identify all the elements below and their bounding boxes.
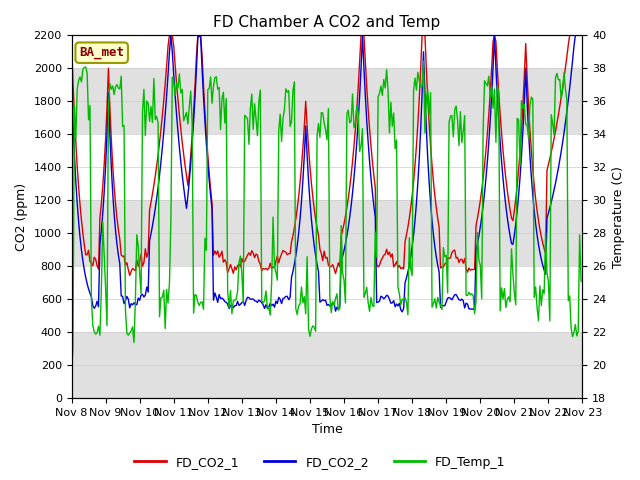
FD_Temp_1 [68, 371, 76, 376]
FD_Temp_1 [291, 79, 298, 85]
FD_CO2_2 [552, 180, 559, 186]
Line: FD_Temp_1: FD_Temp_1 [72, 61, 581, 373]
Title: FD Chamber A CO2 and Temp: FD Chamber A CO2 and Temp [213, 15, 440, 30]
FD_Temp_1 [220, 89, 227, 95]
FD_Temp_1 [245, 142, 253, 147]
FD_CO2_1 [222, 260, 230, 265]
Line: FD_CO2_2: FD_CO2_2 [72, 36, 581, 312]
FD_CO2_2 [130, 300, 138, 306]
FD_CO2_1 [239, 259, 247, 265]
FD_CO2_2 [577, 33, 585, 38]
FD_Temp_1 [550, 132, 558, 138]
FD_CO2_1 [132, 268, 140, 274]
X-axis label: Time: Time [312, 423, 342, 436]
FD_CO2_1 [552, 128, 559, 134]
Legend: FD_CO2_1, FD_CO2_2, FD_Temp_1: FD_CO2_1, FD_CO2_2, FD_Temp_1 [129, 451, 511, 474]
Bar [72, 332, 582, 398]
Text: BA_met: BA_met [79, 46, 124, 59]
FD_CO2_2 [167, 33, 175, 38]
FD_CO2_1 [577, 33, 585, 38]
FD_Temp_1 [577, 278, 585, 284]
FD_CO2_1 [126, 273, 134, 278]
FD_CO2_2 [221, 299, 228, 304]
FD_CO2_2 [68, 82, 76, 88]
Bar [72, 200, 582, 266]
Y-axis label: Temperature (C): Temperature (C) [612, 166, 625, 267]
Bar [72, 68, 582, 134]
Y-axis label: CO2 (ppm): CO2 (ppm) [15, 182, 28, 251]
FD_CO2_1 [68, 41, 76, 47]
FD_CO2_1 [166, 33, 173, 38]
Line: FD_CO2_1: FD_CO2_1 [72, 36, 581, 276]
FD_CO2_2 [246, 297, 254, 302]
FD_Temp_1 [130, 340, 138, 346]
FD_CO2_1 [293, 206, 301, 212]
FD_CO2_2 [292, 253, 300, 259]
FD_CO2_2 [398, 309, 406, 315]
FD_CO2_1 [248, 248, 255, 253]
FD_Temp_1 [237, 253, 244, 259]
FD_Temp_1 [420, 59, 428, 64]
FD_CO2_2 [238, 300, 246, 305]
